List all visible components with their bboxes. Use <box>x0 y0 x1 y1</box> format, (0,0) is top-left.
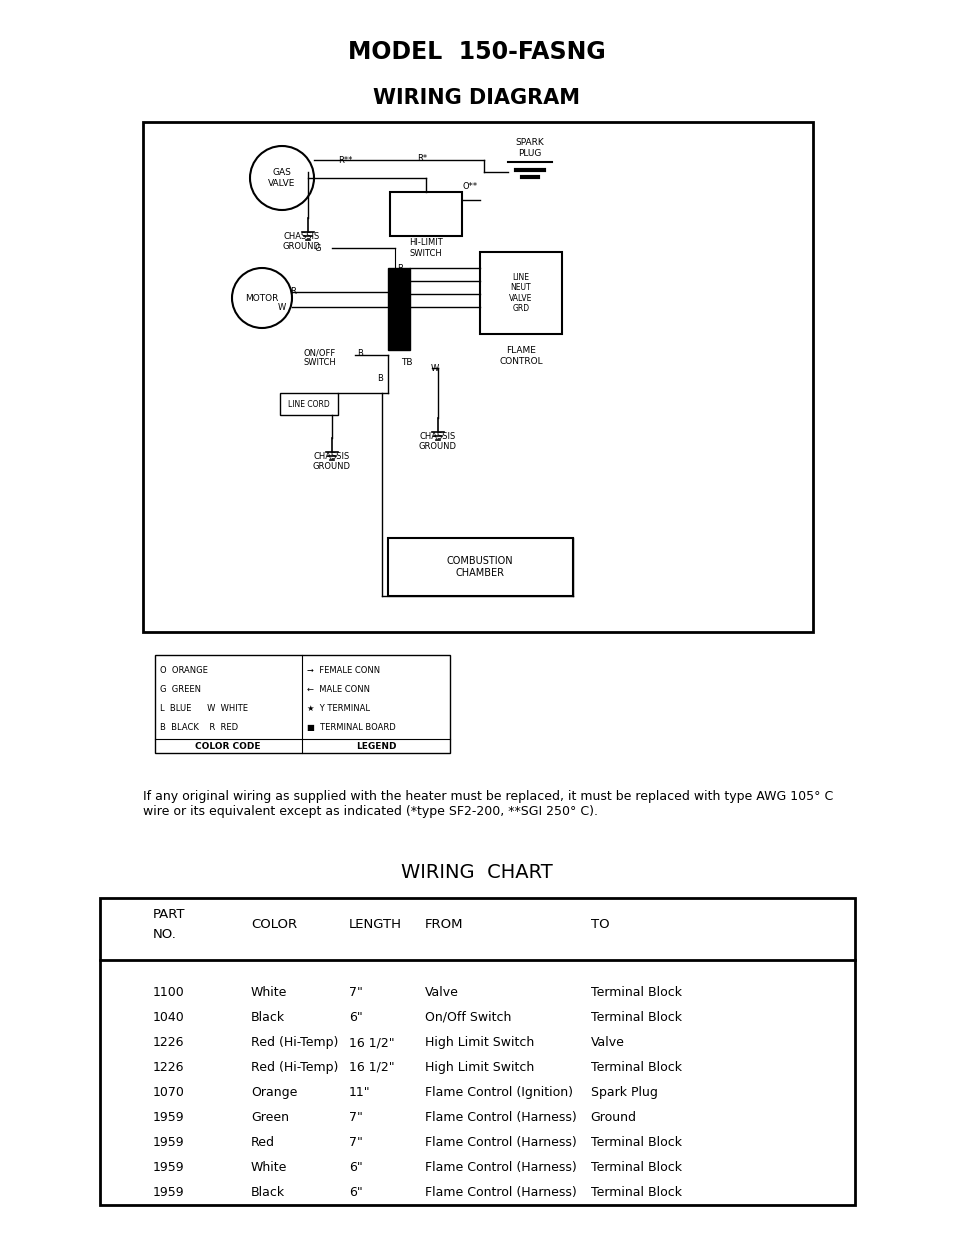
Text: 1040: 1040 <box>152 1011 185 1024</box>
Text: WIRING  CHART: WIRING CHART <box>400 862 553 882</box>
Text: ←  MALE CONN: ← MALE CONN <box>307 684 370 694</box>
Bar <box>100 898 854 1205</box>
Text: LINE CORD: LINE CORD <box>288 399 330 409</box>
Text: LENGTH: LENGTH <box>349 918 402 930</box>
Text: WIRING DIAGRAM: WIRING DIAGRAM <box>374 88 579 107</box>
Text: B  BLACK    R  RED: B BLACK R RED <box>160 722 238 731</box>
Text: 1959: 1959 <box>152 1112 184 1124</box>
Text: FROM: FROM <box>424 918 462 930</box>
Bar <box>280 393 337 415</box>
Text: Red (Hi-Temp): Red (Hi-Temp) <box>251 1036 338 1049</box>
Text: Terminal Block: Terminal Block <box>590 1011 681 1024</box>
Text: Terminal Block: Terminal Block <box>590 1186 681 1199</box>
Text: Flame Control (Harness): Flame Control (Harness) <box>424 1161 576 1174</box>
Text: 6": 6" <box>349 1161 362 1174</box>
Text: Red: Red <box>251 1136 274 1149</box>
Text: 6": 6" <box>349 1011 362 1024</box>
Text: G: G <box>314 243 321 252</box>
Text: Flame Control (Ignition): Flame Control (Ignition) <box>424 1086 572 1099</box>
Text: HI-LIMIT
SWITCH: HI-LIMIT SWITCH <box>409 238 442 258</box>
Text: W: W <box>431 363 438 373</box>
Text: Valve: Valve <box>424 986 458 999</box>
Text: GAS
VALVE: GAS VALVE <box>268 168 295 188</box>
Text: 16 1/2": 16 1/2" <box>349 1061 395 1074</box>
Text: If any original wiring as supplied with the heater must be replaced, it must be : If any original wiring as supplied with … <box>143 790 832 818</box>
Text: High Limit Switch: High Limit Switch <box>424 1036 534 1049</box>
Text: 1100: 1100 <box>152 986 185 999</box>
Text: Terminal Block: Terminal Block <box>590 1061 681 1074</box>
Text: Ground: Ground <box>590 1112 636 1124</box>
Text: Valve: Valve <box>590 1036 624 1049</box>
Text: O**: O** <box>462 182 477 190</box>
Text: R**: R** <box>337 156 352 164</box>
Bar <box>154 655 450 753</box>
Text: B: B <box>376 373 382 383</box>
Text: FLAME
CONTROL: FLAME CONTROL <box>498 346 542 366</box>
Text: COMBUSTION
CHAMBER: COMBUSTION CHAMBER <box>446 556 513 578</box>
Text: 1226: 1226 <box>152 1036 184 1049</box>
Text: Flame Control (Harness): Flame Control (Harness) <box>424 1186 576 1199</box>
Text: COLOR: COLOR <box>251 918 296 930</box>
Text: TO: TO <box>590 918 609 930</box>
Text: 6": 6" <box>349 1186 362 1199</box>
Text: Flame Control (Harness): Flame Control (Harness) <box>424 1136 576 1149</box>
Text: 7": 7" <box>349 1112 363 1124</box>
Text: 7": 7" <box>349 986 363 999</box>
Text: B: B <box>356 348 362 357</box>
Bar <box>390 191 461 236</box>
Text: W: W <box>277 303 286 311</box>
Text: 1959: 1959 <box>152 1136 184 1149</box>
Text: Flame Control (Harness): Flame Control (Harness) <box>424 1112 576 1124</box>
Text: R: R <box>396 289 402 299</box>
Text: Spark Plug: Spark Plug <box>590 1086 657 1099</box>
Text: ➞  FEMALE CONN: ➞ FEMALE CONN <box>307 666 379 674</box>
Text: MODEL  150-FASNG: MODEL 150-FASNG <box>348 40 605 64</box>
Text: PART: PART <box>152 908 185 920</box>
Text: G: G <box>396 303 403 311</box>
Text: 16 1/2": 16 1/2" <box>349 1036 395 1049</box>
Bar <box>143 122 812 632</box>
Text: SPARK
PLUG: SPARK PLUG <box>515 138 544 158</box>
Text: High Limit Switch: High Limit Switch <box>424 1061 534 1074</box>
Text: 1959: 1959 <box>152 1186 184 1199</box>
Text: Black: Black <box>251 1186 285 1199</box>
Text: ON/OFF
SWITCH: ON/OFF SWITCH <box>303 348 336 367</box>
Text: White: White <box>251 1161 287 1174</box>
Text: Red (Hi-Temp): Red (Hi-Temp) <box>251 1061 338 1074</box>
Text: CHASSIS
GROUND: CHASSIS GROUND <box>418 432 456 452</box>
Text: O  ORANGE: O ORANGE <box>160 666 208 674</box>
Text: B: B <box>396 263 402 273</box>
Text: G  GREEN: G GREEN <box>160 684 201 694</box>
Bar <box>388 268 410 350</box>
Bar <box>479 252 561 333</box>
Text: TB: TB <box>401 357 413 367</box>
Text: 1070: 1070 <box>152 1086 185 1099</box>
Text: White: White <box>251 986 287 999</box>
Text: COLOR CODE: COLOR CODE <box>195 741 260 751</box>
Text: CHASSIS
GROUND: CHASSIS GROUND <box>313 452 351 472</box>
Text: 1226: 1226 <box>152 1061 184 1074</box>
Text: NO.: NO. <box>152 927 176 941</box>
Text: Green: Green <box>251 1112 289 1124</box>
Text: CHASSIS
GROUND: CHASSIS GROUND <box>283 232 320 252</box>
Text: 1959: 1959 <box>152 1161 184 1174</box>
Text: LINE
NEUT
VALVE
GRD: LINE NEUT VALVE GRD <box>509 273 532 314</box>
Text: Terminal Block: Terminal Block <box>590 986 681 999</box>
Text: ■  TERMINAL BOARD: ■ TERMINAL BOARD <box>307 722 395 731</box>
Text: 11": 11" <box>349 1086 371 1099</box>
Text: R: R <box>290 287 295 295</box>
Text: MOTOR: MOTOR <box>245 294 278 303</box>
Text: Terminal Block: Terminal Block <box>590 1136 681 1149</box>
Text: W: W <box>395 277 404 285</box>
Text: On/Off Switch: On/Off Switch <box>424 1011 511 1024</box>
Text: Black: Black <box>251 1011 285 1024</box>
Bar <box>388 538 573 597</box>
Text: L  BLUE      W  WHITE: L BLUE W WHITE <box>160 704 248 713</box>
Text: Terminal Block: Terminal Block <box>590 1161 681 1174</box>
Text: Orange: Orange <box>251 1086 297 1099</box>
Text: R*: R* <box>416 153 427 163</box>
Text: LEGEND: LEGEND <box>355 741 395 751</box>
Text: ★  Y TERMINAL: ★ Y TERMINAL <box>307 704 370 713</box>
Text: 7": 7" <box>349 1136 363 1149</box>
